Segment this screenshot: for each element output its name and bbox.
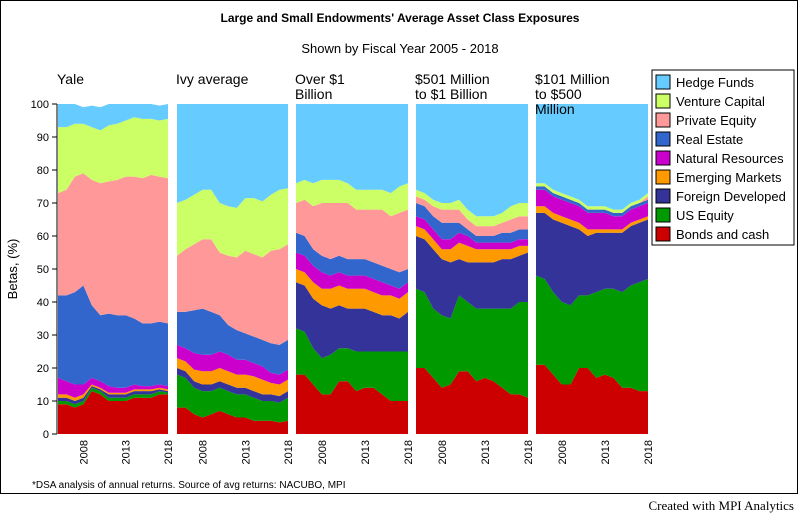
- area-foreign-developed: [296, 282, 408, 359]
- legend-label: Hedge Funds: [676, 75, 755, 90]
- y-tick-label: 80: [37, 165, 49, 177]
- area-venture-capital: [416, 189, 528, 227]
- legend-swatch: [655, 93, 671, 109]
- area-bonds-and-cash: [296, 374, 408, 434]
- panel-title: Yale: [57, 71, 84, 87]
- area-hedge-funds: [177, 104, 288, 208]
- panel-title: Ivy average: [176, 71, 249, 87]
- y-tick-label: 70: [37, 198, 49, 210]
- area-emerging-markets: [416, 226, 528, 263]
- credit-text: Created with MPI Analytics: [648, 498, 794, 513]
- legend-swatch: [655, 207, 671, 223]
- area-private-equity: [296, 199, 408, 273]
- x-tick-label: 2008: [198, 440, 210, 464]
- x-tick-label: 2013: [240, 440, 252, 464]
- legend-swatch: [655, 150, 671, 166]
- area-foreign-developed: [177, 368, 288, 403]
- y-tick-label: 90: [37, 132, 49, 144]
- legend-swatch: [655, 226, 671, 242]
- x-tick-label: 2013: [121, 440, 133, 464]
- area-foreign-developed: [416, 236, 528, 319]
- y-tick-label: 30: [37, 330, 49, 342]
- y-tick-label: 60: [37, 231, 49, 243]
- y-tick-label: 100: [31, 99, 49, 111]
- legend-swatch: [655, 188, 671, 204]
- legend-label: Venture Capital: [676, 94, 765, 109]
- x-tick-label: 2008: [317, 440, 329, 464]
- area-us-equity: [536, 275, 648, 392]
- legend-swatch: [655, 131, 671, 147]
- y-tick-label: 20: [37, 363, 49, 375]
- legend-label: Emerging Markets: [676, 170, 782, 185]
- area-emerging-markets: [296, 269, 408, 319]
- legend-swatch: [655, 169, 671, 185]
- y-tick-label: 50: [37, 264, 49, 276]
- area-real-estate: [177, 308, 288, 375]
- x-tick-label: 2018: [283, 440, 295, 464]
- area-venture-capital: [177, 188, 288, 258]
- x-tick-label: 2018: [523, 440, 535, 464]
- area-hedge-funds: [296, 104, 408, 194]
- area-private-equity: [416, 196, 528, 236]
- area-foreign-developed: [58, 386, 168, 405]
- x-tick-label: 2008: [557, 440, 569, 464]
- area-private-equity: [58, 173, 168, 324]
- area-bonds-and-cash: [177, 407, 288, 434]
- legend-label: Private Equity: [676, 113, 757, 128]
- legend-swatch: [655, 74, 671, 90]
- area-real-estate: [58, 285, 168, 388]
- area-natural-resources: [536, 189, 648, 230]
- area-emerging-markets: [536, 206, 648, 236]
- x-tick-label: 2013: [480, 440, 492, 464]
- area-venture-capital: [296, 179, 408, 217]
- x-tick-label: 2013: [360, 440, 372, 464]
- chart-frame: [0, 0, 798, 494]
- panel-title: Over $1 Billion: [295, 71, 345, 102]
- legend-label: Real Estate: [676, 132, 743, 147]
- panel-title: $501 Million to $1 Billion: [415, 71, 490, 102]
- area-venture-capital: [58, 117, 168, 194]
- area-real-estate: [296, 232, 408, 289]
- legend-label: Bonds and cash: [676, 227, 769, 242]
- area-bonds-and-cash: [58, 391, 168, 434]
- area-foreign-developed: [536, 212, 648, 306]
- area-hedge-funds: [58, 104, 168, 131]
- legend-label: US Equity: [676, 208, 734, 223]
- panel-title: $101 Million to $500 Million: [535, 71, 610, 117]
- x-tick-label: 2013: [600, 440, 612, 464]
- y-tick-label: 0: [43, 429, 49, 441]
- area-private-equity: [177, 239, 288, 345]
- x-tick-label: 2018: [163, 440, 175, 464]
- area-hedge-funds: [416, 104, 528, 217]
- chart-subtitle: Shown by Fiscal Year 2005 - 2018: [301, 41, 498, 56]
- x-tick-label: 2008: [437, 440, 449, 464]
- area-bonds-and-cash: [536, 364, 648, 434]
- y-tick-label: 40: [37, 297, 49, 309]
- area-us-equity: [177, 374, 288, 423]
- area-us-equity: [296, 328, 408, 401]
- area-us-equity: [416, 288, 528, 398]
- footnote: *DSA analysis of annual returns. Source …: [32, 480, 345, 491]
- y-axis-label: Betas, (%): [5, 239, 20, 300]
- chart-title: Large and Small Endowments' Average Asse…: [221, 11, 580, 25]
- area-natural-resources: [416, 216, 528, 250]
- legend-swatch: [655, 112, 671, 128]
- legend-label: Foreign Developed: [676, 189, 786, 204]
- area-bonds-and-cash: [416, 368, 528, 434]
- area-emerging-markets: [177, 358, 288, 397]
- x-tick-label: 2018: [403, 440, 415, 464]
- area-venture-capital: [536, 183, 648, 213]
- area-real-estate: [536, 186, 648, 217]
- y-tick-label: 10: [37, 396, 49, 408]
- area-hedge-funds: [536, 104, 648, 210]
- legend-label: Natural Resources: [676, 151, 784, 166]
- area-real-estate: [416, 203, 528, 243]
- x-tick-label: 2008: [78, 440, 90, 464]
- area-natural-resources: [58, 377, 168, 398]
- x-tick-label: 2018: [643, 440, 655, 464]
- legend-box: [651, 69, 795, 246]
